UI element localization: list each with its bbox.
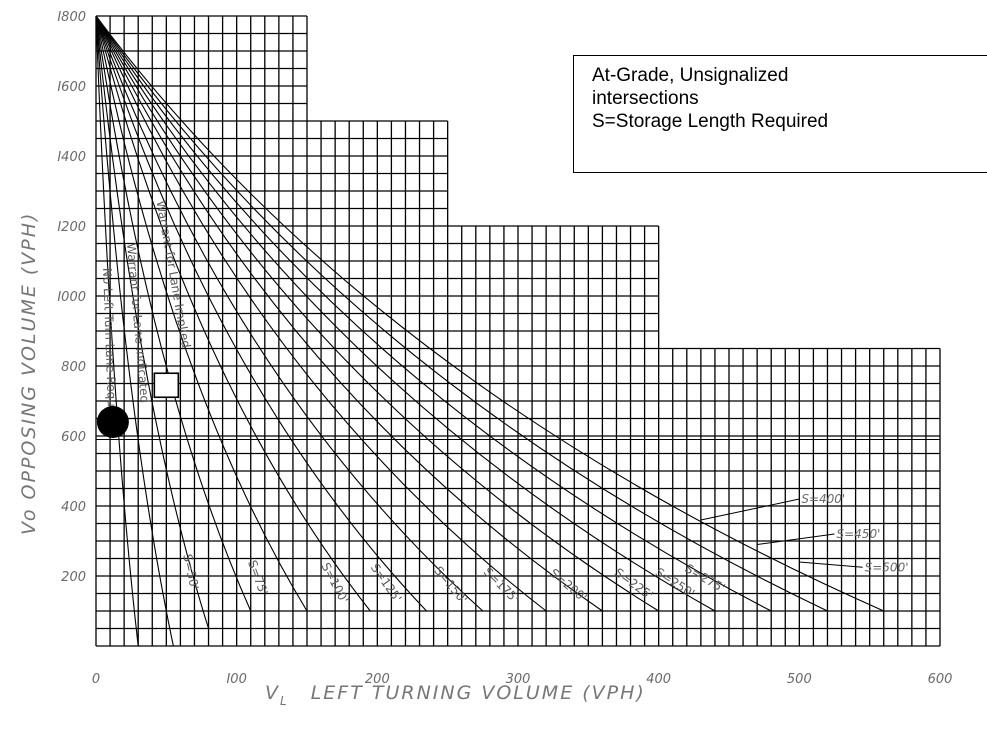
curve-label: S=75' <box>245 558 271 597</box>
y-tick-label: I200 <box>57 220 86 235</box>
storage-curve <box>95 15 139 647</box>
x-tick-label: 0 <box>92 672 100 687</box>
filled-circle-marker <box>96 406 129 438</box>
storage-curve <box>95 15 716 612</box>
curve-label: Warrant for Lane Indicated <box>124 243 152 404</box>
x-axis-title-main: V <box>265 682 280 704</box>
storage-curve <box>95 15 659 612</box>
x-tick-label: 600 <box>928 672 953 687</box>
grid <box>95 15 941 647</box>
x-tick-label: 400 <box>646 672 671 687</box>
y-tick-label: I800 <box>57 10 86 25</box>
y-tick-label: 800 <box>61 360 86 375</box>
x-tick-label: I00 <box>226 672 246 687</box>
y-tick-label: I400 <box>57 150 86 165</box>
data-points <box>96 372 180 438</box>
legend-annotation-box: At-Grade, Unsignalized intersections S=S… <box>573 55 987 173</box>
leader-label: S=500' <box>865 560 909 574</box>
leader-line <box>757 533 835 545</box>
x-axis-title-rest: LEFT TURNING VOLUME (VPH) <box>311 682 646 704</box>
curve-label: S=200' <box>547 566 590 605</box>
storage-curve <box>95 15 484 612</box>
curve-label: S=125' <box>368 561 405 605</box>
storage-curve <box>95 15 210 629</box>
storage-curve <box>95 15 884 612</box>
storage-curve <box>95 15 547 612</box>
storage-curve <box>95 15 308 612</box>
leader-label: S=450' <box>837 527 881 541</box>
storage-curve <box>95 15 427 612</box>
y-axis-title: Vo OPPOSING VOLUME (VPH) <box>18 212 40 535</box>
storage-curve <box>95 15 772 612</box>
x-tick-label: 200 <box>365 672 390 687</box>
x-tick-labels: 0 I00 200 300 400 500 600 <box>92 672 953 687</box>
storage-curve <box>95 15 252 612</box>
storage-curve <box>95 15 603 612</box>
y-tick-label: 200 <box>61 570 86 585</box>
x-axis-title: VL LEFT TURNING VOLUME (VPH) <box>265 682 646 708</box>
leader-label: S=400' <box>801 492 845 506</box>
x-tick-label: 500 <box>787 672 812 687</box>
x-axis-title-sub: L <box>280 694 289 708</box>
open-square-marker <box>153 372 180 399</box>
leader-line <box>700 498 800 521</box>
curve-label: S=175' <box>481 565 522 606</box>
y-tick-label: I600 <box>57 80 86 95</box>
curve-label: S=225' <box>612 565 656 602</box>
storage-curve <box>95 15 371 612</box>
leader-line <box>799 561 863 568</box>
storage-curve <box>95 15 174 647</box>
y-tick-label: I000 <box>57 290 86 305</box>
storage-curves <box>95 15 884 647</box>
y-tick-label: 600 <box>61 430 86 445</box>
annotation-line-2: intersections <box>592 88 699 109</box>
storage-curve <box>95 15 828 612</box>
x-tick-label: 300 <box>506 672 531 687</box>
y-tick-labels: 200 400 600 800 I000 I200 I400 I600 I800 <box>57 10 86 585</box>
annotation-line-3: S=Storage Length Required <box>592 111 829 132</box>
annotation-line-1: At-Grade, Unsignalized <box>592 65 789 86</box>
curve-label: No Left Turn Lane Required <box>100 268 120 430</box>
curve-label: S=150' <box>431 564 470 607</box>
y-tick-label: 400 <box>61 500 86 515</box>
